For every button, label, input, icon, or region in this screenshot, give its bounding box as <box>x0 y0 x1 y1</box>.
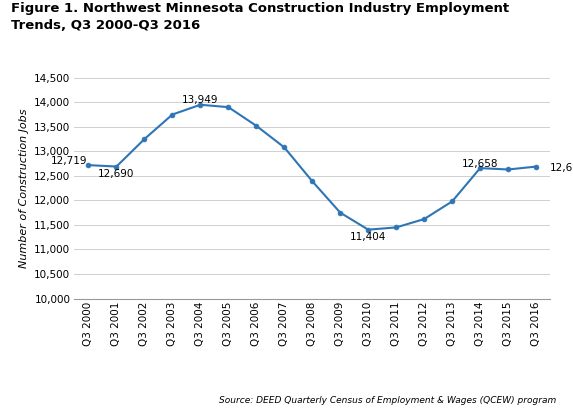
Text: 12,658: 12,658 <box>462 159 499 169</box>
Text: Figure 1. Northwest Minnesota Construction Industry Employment
Trends, Q3 2000-Q: Figure 1. Northwest Minnesota Constructi… <box>11 2 509 32</box>
Text: 12,689: 12,689 <box>550 163 573 173</box>
Text: 13,949: 13,949 <box>182 95 219 106</box>
Y-axis label: Number of Construction Jobs: Number of Construction Jobs <box>18 108 29 268</box>
Text: 12,690: 12,690 <box>98 169 135 179</box>
Text: Source: DEED Quarterly Census of Employment & Wages (QCEW) program: Source: DEED Quarterly Census of Employm… <box>218 396 556 405</box>
Text: 12,719: 12,719 <box>50 156 87 166</box>
Text: 11,404: 11,404 <box>350 232 386 242</box>
